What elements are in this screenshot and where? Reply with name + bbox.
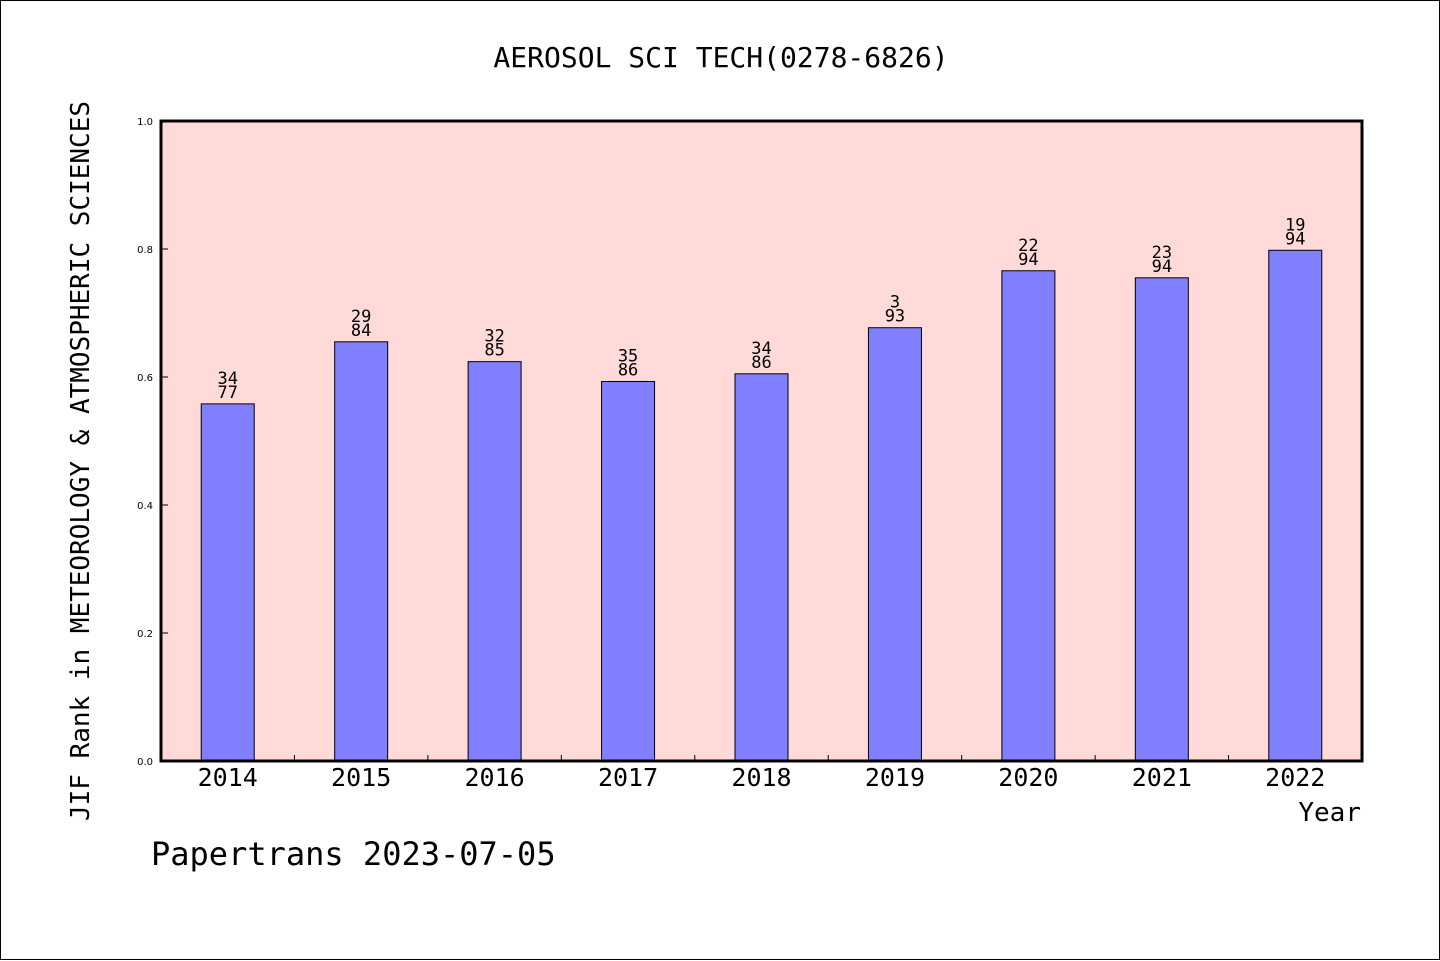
bar-rank-label: 32: [484, 327, 504, 347]
x-tick-label: 2019: [865, 763, 925, 792]
bar-2020: [1001, 270, 1056, 762]
bar-total-label: 84: [351, 321, 371, 341]
bar-rank-label: 29: [351, 307, 371, 327]
bar-2021: [1134, 277, 1189, 762]
bar-total-label: 85: [484, 341, 504, 361]
y-axis-label: JIF Rank in METEOROLOGY & ATMOSPHERIC SC…: [66, 101, 96, 821]
y-tick-label: 0.0: [137, 757, 153, 768]
bar-total-label: 77: [217, 383, 237, 403]
bars-group: [200, 249, 1323, 762]
bar-2019: [867, 327, 922, 762]
x-axis-ticks: 2014 2015 2016 2017 2018 2019 2020 2021 2022: [198, 755, 1325, 792]
y-axis-ticks: 0.0 0.2 0.4 0.6 0.8 1.0: [137, 117, 168, 768]
bar-2016: [467, 361, 522, 762]
bar-rank-label: 34: [217, 369, 237, 389]
x-tick-label: 2022: [1265, 763, 1325, 792]
y-tick-label: 0.4: [137, 501, 153, 512]
bar-rank-label: 19: [1285, 215, 1305, 235]
y-tick-label: 0.6: [137, 373, 153, 384]
bar-total-label: 94: [1152, 257, 1172, 277]
bar-total-label: 93: [885, 307, 905, 327]
y-tick-label: 0.8: [137, 245, 153, 256]
bar-rank-label: 35: [618, 346, 638, 366]
bar-total-label: 86: [751, 353, 771, 373]
bar-rank-label: 3: [890, 293, 900, 313]
bar-2018: [734, 373, 789, 762]
bar-rank-label: 34: [751, 339, 771, 359]
x-tick-label: 2020: [998, 763, 1058, 792]
bar-2015: [334, 341, 389, 762]
x-tick-label: 2021: [1132, 763, 1192, 792]
bar-2014: [200, 403, 255, 762]
x-axis-label: Year: [1298, 798, 1361, 828]
x-tick-label: 2018: [731, 763, 791, 792]
bar-2017: [601, 380, 656, 762]
y-tick-label: 0.2: [137, 629, 153, 640]
x-tick-label: 2015: [331, 763, 391, 792]
bar-total-label: 94: [1018, 250, 1038, 270]
x-tick-label: 2016: [465, 763, 525, 792]
bar-rank-label: 23: [1152, 243, 1172, 263]
y-tick-label: 1.0: [137, 117, 153, 128]
bar-total-label: 86: [618, 360, 638, 380]
bar-2022: [1268, 249, 1323, 762]
x-tick-label: 2017: [598, 763, 658, 792]
bar-rank-label: 22: [1018, 236, 1038, 256]
x-tick-label: 2014: [198, 763, 258, 792]
plot-border: [159, 119, 1364, 763]
footer-text: Papertrans 2023-07-05: [151, 835, 556, 873]
chart-title: AEROSOL SCI TECH(0278-6826): [493, 41, 948, 74]
bar-total-label: 94: [1285, 229, 1305, 249]
